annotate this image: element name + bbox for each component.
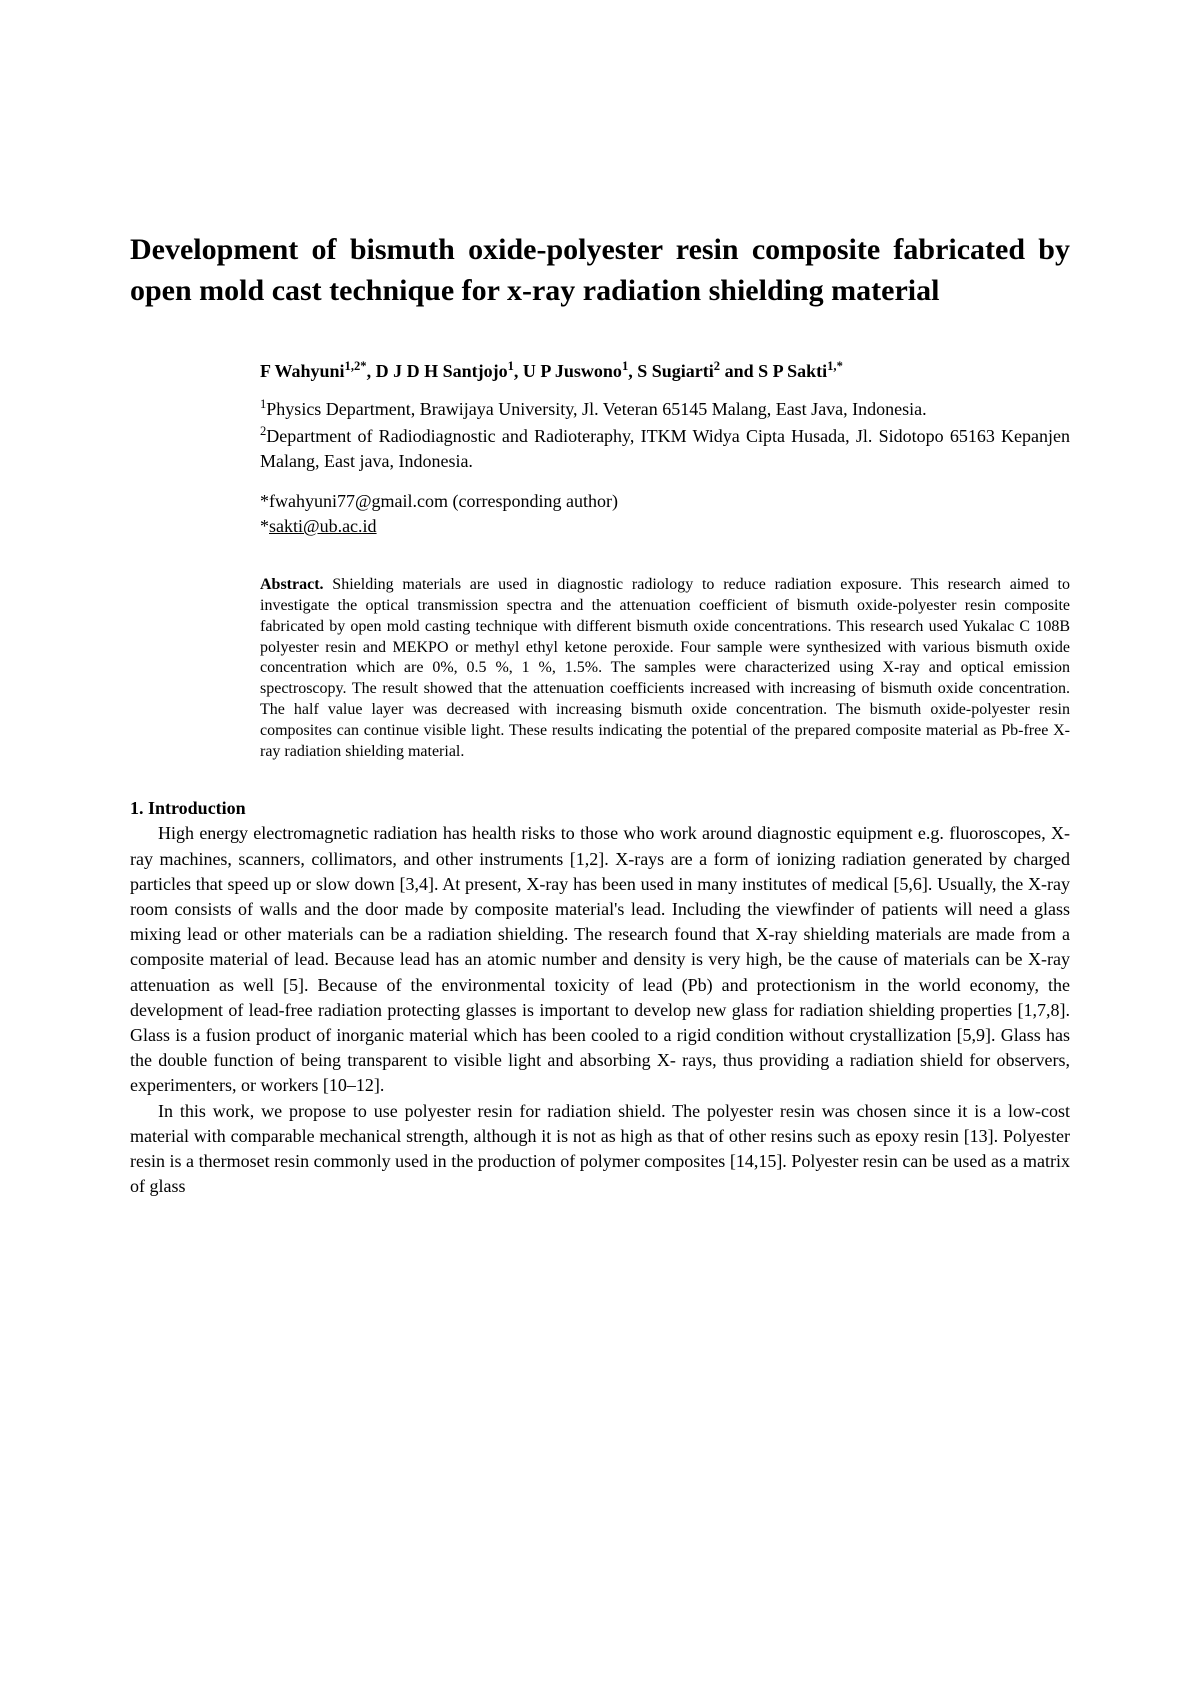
corresponding-email-2: *sakti@ub.ac.id (260, 514, 1070, 539)
abstract-label: Abstract. (260, 576, 324, 593)
paper-title: Development of bismuth oxide-polyester r… (130, 230, 1070, 311)
section-heading-introduction: 1. Introduction (130, 798, 1070, 819)
email-prefix: * (260, 516, 269, 536)
corresponding-email-1: *fwahyuni77@gmail.com (corresponding aut… (260, 489, 1070, 514)
affiliation-2: 2Department of Radiodiagnostic and Radio… (260, 423, 1070, 473)
intro-paragraph-2: In this work, we propose to use polyeste… (130, 1099, 1070, 1200)
authors-line: F Wahyuni1,2*, D J D H Santjojo1, U P Ju… (260, 359, 1070, 382)
abstract-text: Shielding materials are used in diagnost… (260, 576, 1070, 759)
author-block: F Wahyuni1,2*, D J D H Santjojo1, U P Ju… (260, 359, 1070, 539)
affiliation-1: 1Physics Department, Brawijaya Universit… (260, 396, 1070, 421)
abstract: Abstract. Shielding materials are used i… (260, 575, 1070, 762)
email-link[interactable]: sakti@ub.ac.id (269, 516, 377, 536)
email-block: *fwahyuni77@gmail.com (corresponding aut… (260, 489, 1070, 539)
intro-paragraph-1: High energy electromagnetic radiation ha… (130, 821, 1070, 1098)
